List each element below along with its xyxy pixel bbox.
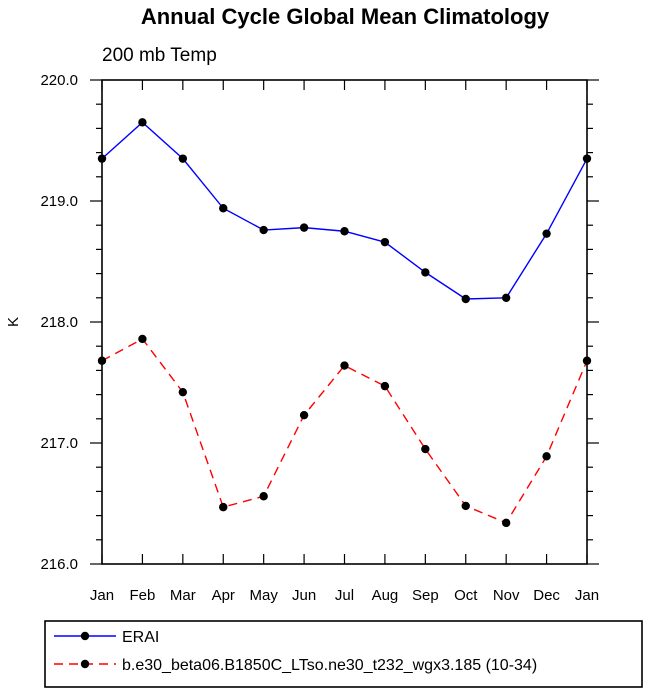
data-point [299, 223, 309, 232]
x-tick-label: Mar [170, 587, 196, 604]
data-point [421, 268, 430, 277]
legend-label-1: b.e30_beta06.B1850C_LTso.ne30_t232_wgx3.… [122, 657, 537, 674]
data-point [178, 154, 188, 163]
x-tick-label: Feb [129, 587, 155, 604]
data-point [501, 293, 511, 302]
data-point [299, 410, 309, 420]
data-point [582, 356, 592, 365]
data-point [259, 225, 268, 235]
x-tick-label: Aug [372, 587, 399, 604]
x-tick-label: Jan [90, 587, 114, 604]
x-tick-label: Sep [412, 587, 439, 604]
y-tick-label: 220.0 [40, 72, 78, 89]
x-tick-label: Dec [533, 587, 560, 604]
data-point [97, 356, 107, 365]
x-tick-label: May [249, 587, 278, 604]
plot-area: Jan Feb Mar Apr May Jun Jul Aug Sep Oct Nov Dec Jan 2… [40, 72, 599, 604]
data-point [542, 229, 551, 238]
data-point [421, 444, 430, 454]
chart-subtitle: 200 mb Temp [102, 45, 217, 66]
x-tick-label: Oct [454, 587, 478, 604]
legend: ERAI b.e30_beta06.B1850C_LTso.ne30_t232_w… [44, 620, 643, 688]
data-point [461, 501, 470, 511]
legend-label-0: ERAI [122, 629, 159, 646]
x-tick-label: Jun [292, 587, 316, 604]
plot-frame [101, 79, 588, 565]
x-tick-label: Jul [335, 587, 354, 604]
y-tick-label: 216.0 [40, 556, 78, 573]
data-point [178, 387, 188, 397]
x-tick-label: Apr [212, 587, 235, 604]
data-point [380, 381, 390, 391]
data-point [340, 361, 349, 370]
data-point [380, 237, 390, 247]
data-point [219, 204, 228, 213]
data-point [97, 154, 107, 163]
x-tick-label: Jan [575, 587, 599, 604]
y-tick-label: 217.0 [40, 435, 78, 452]
legend-marker-0 [80, 631, 90, 641]
data-point [219, 502, 228, 512]
chart-title: Annual Cycle Global Mean Climatology [141, 4, 550, 29]
data-point [461, 294, 470, 304]
series-line-0 [101, 121, 588, 300]
legend-marker-1 [80, 659, 90, 669]
data-point [138, 118, 147, 127]
x-tick-label: Nov [493, 587, 520, 604]
data-point [501, 518, 511, 528]
data-point [138, 334, 147, 344]
data-point [542, 452, 551, 461]
y-tick-label: 219.0 [40, 193, 78, 210]
y-axis-label: K [5, 317, 22, 327]
data-point [259, 492, 268, 501]
y-tick-label: 218.0 [40, 314, 78, 331]
data-point [340, 227, 349, 236]
data-point [582, 154, 592, 163]
legend-box [44, 620, 643, 688]
